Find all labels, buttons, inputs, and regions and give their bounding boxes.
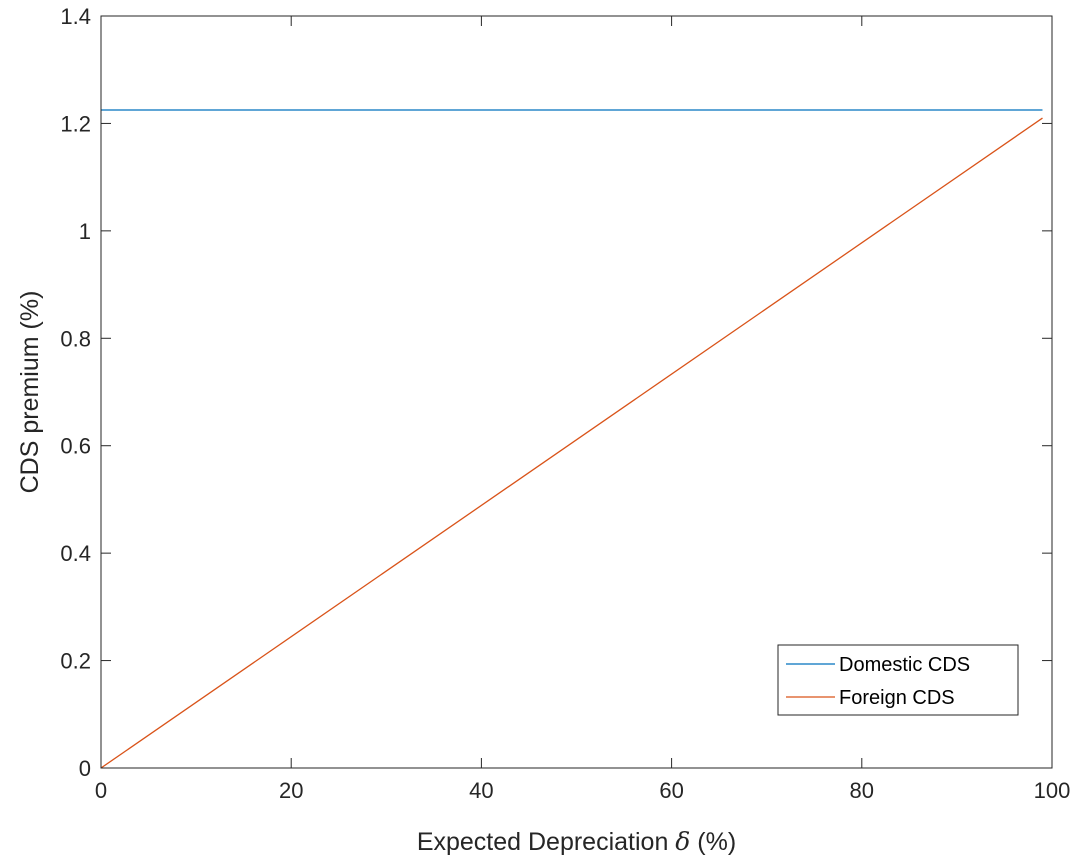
plot-background	[101, 16, 1052, 768]
x-tick-label: 40	[469, 778, 493, 803]
y-tick-label: 0.2	[60, 649, 91, 674]
legend-box	[777, 644, 1019, 716]
y-tick-label: 0.8	[60, 326, 91, 351]
y-tick-label: 0.6	[60, 434, 91, 459]
y-tick-label: 1.4	[60, 4, 91, 29]
y-tick-label: 1.2	[60, 111, 91, 136]
legend-label-0: Domestic CDS	[839, 654, 970, 676]
axes: 0 20 40 60 80 100 0 0.2 0.4 0.6 0.8 1 1.2 1.4	[60, 4, 1070, 803]
x-axis-label: Expected Depreciation δ (%)	[417, 827, 736, 856]
axes-box	[100, 15, 1053, 769]
x-tick-label: 80	[850, 778, 874, 803]
y-tick-label: 1	[79, 219, 91, 244]
x-tick-label: 20	[279, 778, 303, 803]
plot-area	[101, 16, 1052, 768]
legend: Domestic CDS Foreign CDS	[777, 644, 1019, 716]
x-axis-label-suffix: (%)	[690, 828, 736, 856]
x-axis-label-symbol: δ	[675, 827, 690, 856]
y-tick-label: 0.4	[60, 541, 91, 566]
x-tick-label: 100	[1034, 778, 1071, 803]
series-line-1	[100, 117, 1043, 769]
x-tick-label: 0	[95, 778, 107, 803]
y-axis-label: CDS premium (%)	[16, 291, 44, 494]
series-layer	[100, 109, 1043, 769]
x-tick-label: 60	[659, 778, 683, 803]
y-tick-label: 0	[79, 756, 91, 781]
x-axis-label-prefix: Expected Depreciation	[417, 828, 675, 856]
legend-label-1: Foreign CDS	[839, 687, 955, 709]
